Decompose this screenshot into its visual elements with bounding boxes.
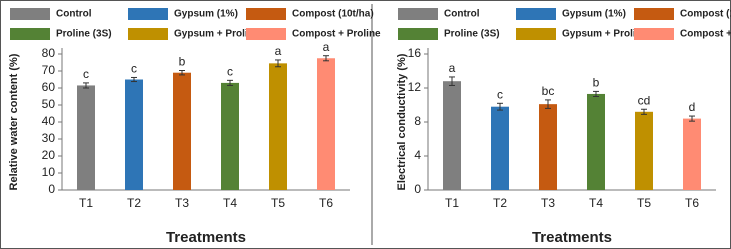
legend-label: Control (56, 9, 92, 20)
x-tick-label: T6 (319, 196, 333, 210)
bar (683, 118, 701, 190)
x-tick-label: T2 (127, 196, 141, 210)
legend-swatch (634, 8, 674, 20)
significance-letter: c (497, 87, 503, 101)
legend-label: Gypsum (1%) (174, 9, 238, 20)
significance-letter: c (131, 62, 137, 76)
y-tick-label: 4 (414, 148, 421, 162)
y-tick-label: 40 (42, 114, 56, 128)
y-tick-label: 60 (42, 80, 56, 94)
bar (443, 81, 461, 190)
y-tick-label: 80 (42, 46, 56, 60)
bar (221, 82, 239, 190)
legend-label: Gypsum + Proline (174, 29, 260, 40)
legend-swatch (246, 8, 286, 20)
x-tick-label: T2 (493, 196, 507, 210)
y-tick-label: 10 (42, 165, 56, 179)
legend-swatch (516, 8, 556, 20)
y-tick-label: 0 (48, 182, 55, 196)
x-axis-label: Treatments (166, 229, 246, 246)
legend-label: Gypsum (1%) (562, 9, 626, 20)
legend-swatch (128, 28, 168, 40)
legend-swatch (128, 8, 168, 20)
legend-label: Control (444, 9, 480, 20)
x-tick-label: T4 (223, 196, 237, 210)
significance-letter: cd (638, 93, 651, 107)
x-tick-label: T1 (445, 196, 459, 210)
bar (317, 58, 335, 190)
significance-letter: b (593, 76, 600, 90)
x-tick-label: T5 (637, 196, 651, 210)
legend-label: Proline (3S) (56, 29, 112, 40)
y-tick-label: 70 (42, 63, 56, 77)
x-tick-label: T1 (79, 196, 93, 210)
significance-letter: c (83, 67, 89, 81)
bar (491, 106, 509, 190)
y-tick-label: 50 (42, 97, 56, 111)
legend-swatch (246, 28, 286, 40)
bar (635, 111, 653, 190)
y-tick-label: 20 (42, 148, 56, 162)
x-tick-label: T3 (175, 196, 189, 210)
legend-swatch (398, 8, 438, 20)
bar (269, 63, 287, 190)
bar (125, 79, 143, 190)
y-axis-label: Relative water content (%) (8, 53, 20, 190)
legend-label: Compost + Proline (292, 29, 381, 40)
legend-swatch (10, 28, 50, 40)
legend-label: Compost (10t/ha) (680, 9, 731, 20)
significance-letter: d (689, 100, 696, 114)
significance-letter: b (179, 55, 186, 69)
bar (77, 85, 95, 190)
legend-swatch (516, 28, 556, 40)
y-tick-label: 0 (414, 182, 421, 196)
legend-swatch (634, 28, 674, 40)
legend-label: Compost (10t/ha) (292, 9, 374, 20)
legend-label: Proline (3S) (444, 29, 500, 40)
significance-letter: c (227, 65, 233, 79)
legend-swatch (10, 8, 50, 20)
x-tick-label: T6 (685, 196, 699, 210)
y-tick-label: 12 (408, 80, 422, 94)
y-tick-label: 30 (42, 131, 56, 145)
x-tick-label: T5 (271, 196, 285, 210)
bar (587, 93, 605, 190)
significance-letter: bc (542, 84, 555, 98)
significance-letter: a (449, 61, 456, 75)
legend-label: Gypsum + Proline (562, 29, 648, 40)
legend-label: Compost + Proline (680, 29, 731, 40)
y-tick-label: 16 (408, 46, 422, 60)
significance-letter: a (323, 40, 330, 54)
bar (539, 104, 557, 190)
legend-swatch (398, 28, 438, 40)
significance-letter: a (275, 44, 282, 58)
x-tick-label: T4 (589, 196, 603, 210)
bar (173, 72, 191, 190)
x-tick-label: T3 (541, 196, 555, 210)
y-tick-label: 8 (414, 114, 421, 128)
x-axis-label: Treatments (532, 229, 612, 246)
y-axis-label: Electrical conductivity (%) (396, 53, 408, 190)
